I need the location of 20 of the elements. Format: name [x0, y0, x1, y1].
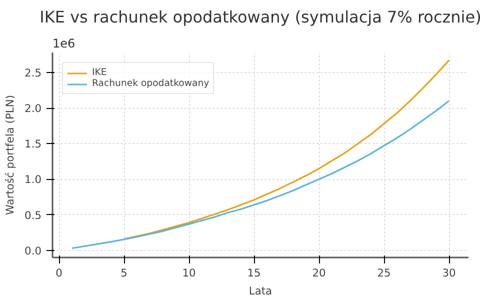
x-tick-label: 25	[377, 266, 391, 280]
text: 1e6	[52, 36, 76, 50]
y-tick-label: 0.5	[24, 208, 42, 222]
x-tick-label: 15	[247, 266, 261, 280]
y-tick-label: 1.5	[24, 138, 42, 151]
y-tick-label: 1.0	[24, 173, 42, 186]
y-tick-label: 0.0	[24, 244, 42, 258]
y-tick-label: 2.0	[24, 102, 42, 116]
line-series	[71, 100, 450, 250]
x-tick-label: 0	[56, 266, 63, 280]
y-tick-label: 2.5	[24, 66, 42, 80]
chart-title: IKE vs rachunek opodatkowany (symulacja 7% rocznie)	[40, 8, 480, 26]
legend-label: IKE	[92, 67, 108, 78]
x-tick-label: 10	[182, 266, 196, 280]
x-tick-label: 30	[442, 266, 456, 280]
x-axis-title: Lata	[248, 284, 272, 298]
x-tick-label: 20	[312, 266, 326, 280]
legend-label: Rachunek opodatkowany	[92, 78, 210, 89]
y-axis-title: Wartość portfela (PLN)	[4, 95, 17, 215]
x-tick-label: 5	[120, 266, 128, 280]
